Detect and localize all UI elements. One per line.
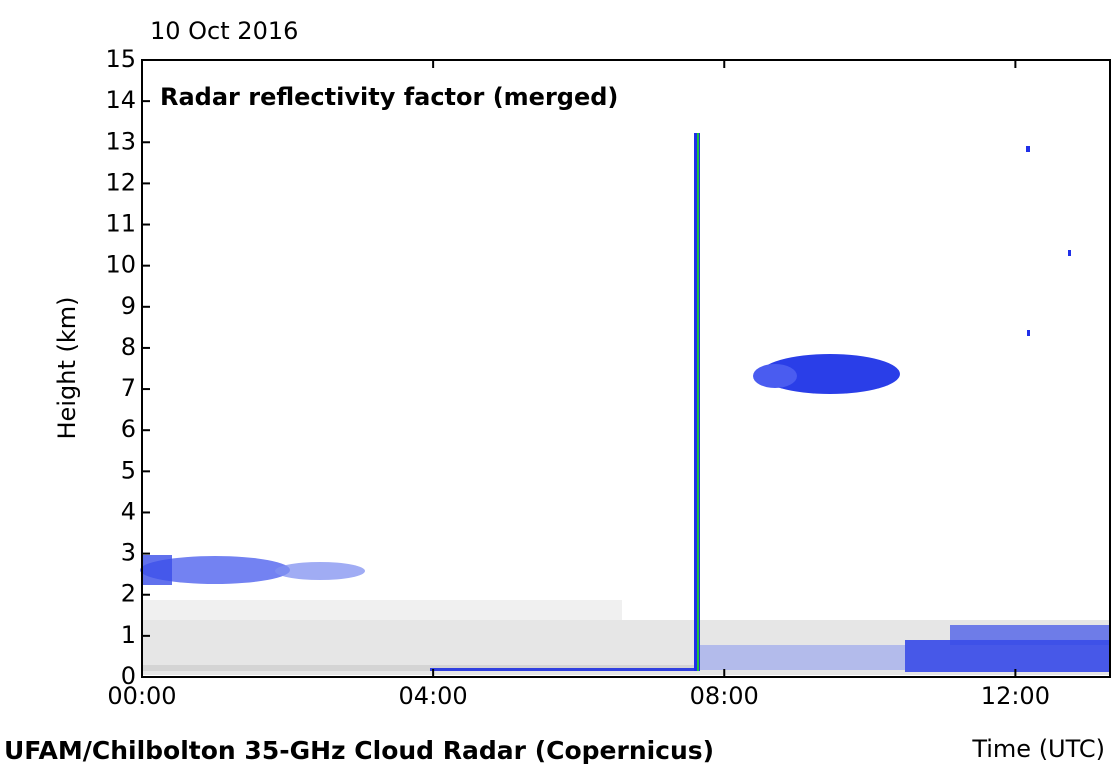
y-axis-label: Height (km) — [53, 297, 81, 440]
y-tick-label: 14 — [105, 86, 136, 114]
echo — [1026, 146, 1030, 152]
y-tick-label: 11 — [105, 210, 136, 238]
y-tick-label: 13 — [105, 127, 136, 155]
y-tick-label: 12 — [105, 168, 136, 196]
echo — [430, 668, 695, 671]
ground-clutter — [142, 665, 697, 671]
x-tick-label: 04:00 — [399, 682, 468, 710]
y-tick-label: 10 — [105, 251, 136, 279]
ground-clutter — [142, 600, 622, 620]
x-tick-label: 08:00 — [690, 682, 759, 710]
y-tick-label: 7 — [121, 374, 136, 402]
x-tick-label: 00:00 — [107, 682, 176, 710]
date-label: 10 Oct 2016 — [150, 17, 298, 45]
echo — [950, 625, 1111, 645]
echo — [1027, 330, 1030, 336]
echo — [753, 364, 797, 388]
y-tick-label: 0 — [121, 662, 136, 690]
echo — [697, 133, 699, 671]
x-axis-label: Time (UTC) — [971, 735, 1105, 763]
radar-echoes — [140, 133, 1111, 675]
y-tick-label: 4 — [121, 497, 136, 525]
y-tick-label: 5 — [121, 456, 136, 484]
echo — [700, 645, 905, 670]
echo — [760, 354, 900, 394]
x-tick-label: 12:00 — [981, 682, 1050, 710]
y-tick-label: 15 — [105, 45, 136, 73]
y-tick-label: 3 — [121, 539, 136, 567]
y-tick-label: 8 — [121, 333, 136, 361]
y-tick-label: 9 — [121, 292, 136, 320]
echo — [1068, 250, 1071, 256]
y-tick-label: 2 — [121, 580, 136, 608]
echo — [140, 556, 290, 584]
y-tick-label: 1 — [121, 621, 136, 649]
y-tick-label: 6 — [121, 415, 136, 443]
echo — [275, 562, 365, 580]
echo — [905, 640, 1111, 672]
echo — [142, 555, 172, 585]
caption: UFAM/Chilbolton 35-GHz Cloud Radar (Cope… — [4, 736, 714, 765]
chart-title: Radar reflectivity factor (merged) — [160, 83, 618, 111]
plot-frame — [141, 59, 1111, 678]
